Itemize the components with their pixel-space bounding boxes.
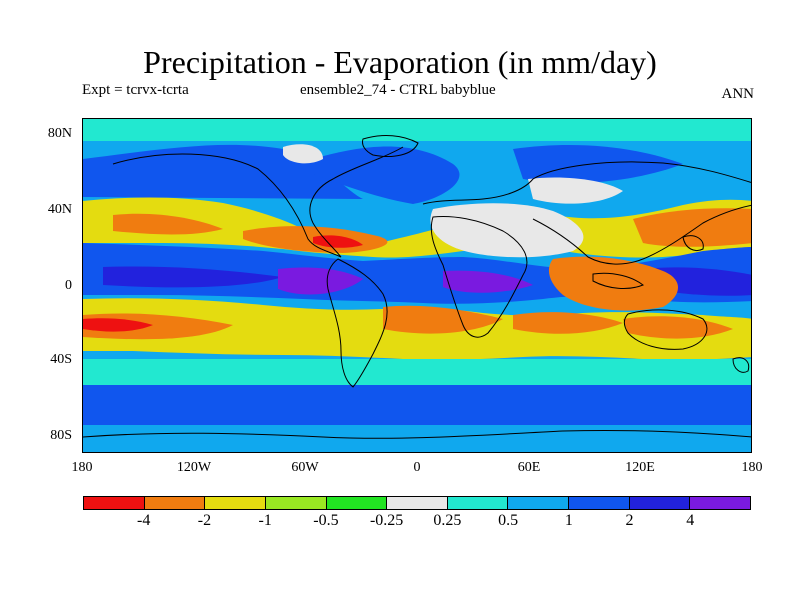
legend-color-box <box>84 497 145 509</box>
south-america-coast <box>326 258 388 388</box>
antarctic-band <box>83 425 751 452</box>
lat-tick-40n: 40N <box>47 202 72 217</box>
legend-label: -0.5 <box>313 512 339 529</box>
australia-coast <box>623 309 708 350</box>
legend-color-box <box>265 497 327 509</box>
pacific-itcz-core <box>103 266 283 288</box>
antarctica-coast <box>83 429 751 439</box>
north-america-coast <box>112 146 404 258</box>
south-indian-dry-core <box>513 312 623 334</box>
indonesia-coast <box>592 272 644 289</box>
lon-tick-60w: 60W <box>291 460 319 475</box>
legend-label: 0.5 <box>498 512 519 529</box>
legend-color-box <box>690 497 751 509</box>
legend-label: -4 <box>137 512 151 529</box>
lon-tick-60e: 60E <box>517 460 541 475</box>
new-zealand-coast <box>732 357 750 373</box>
indian-ocean-wet-core <box>443 270 533 293</box>
legend-label: 2 <box>625 512 634 529</box>
chart-title: Precipitation - Evaporation (in mm/day) <box>143 44 657 80</box>
nh-subtropical-dry-band <box>83 197 751 258</box>
legend-color-box <box>205 497 266 509</box>
precip-minus-evap-map <box>83 119 751 452</box>
north-pacific-dry-core <box>113 213 223 235</box>
season-label: ANN <box>721 86 755 102</box>
color-legend-bar <box>83 496 751 510</box>
legend-label: 1 <box>564 512 573 529</box>
legend-label: -1 <box>258 512 272 529</box>
maritime-continent-dry <box>548 256 678 311</box>
legend-color-box <box>569 497 630 509</box>
africa-coast <box>430 216 528 338</box>
north-atlantic-storm-track <box>313 146 460 204</box>
lat-tick-40s: 40S <box>50 352 72 367</box>
lat-tick-80s: 80S <box>50 428 72 443</box>
lon-tick-120w: 120W <box>176 460 212 475</box>
sh-storm-track <box>83 385 751 425</box>
legend-label: -0.25 <box>369 512 404 529</box>
legend-label: 4 <box>686 512 695 529</box>
coastlines <box>83 135 751 439</box>
lon-tick-180-right: 180 <box>741 460 763 475</box>
legend-color-box <box>144 497 206 509</box>
nw-pacific-dry-core <box>633 208 751 247</box>
japan-coast <box>682 235 704 251</box>
lat-tick-80n: 80N <box>47 126 72 141</box>
lon-tick-120e: 120E <box>625 460 655 475</box>
legend-color-box <box>387 497 448 509</box>
experiment-label: Expt = tcrvx-tcrta <box>82 82 189 98</box>
central-asia-neutral <box>528 177 623 204</box>
legend-label: -2 <box>197 512 212 529</box>
sahara-arabia-neutral <box>430 203 584 258</box>
asia-south-coast <box>532 204 751 265</box>
ensemble-label: ensemble2_74 - CTRL babyblue <box>300 82 496 98</box>
legend-color-box <box>629 497 691 509</box>
se-pacific-red-core <box>83 318 153 332</box>
map-panel <box>82 118 752 453</box>
lon-tick-0: 0 <box>413 460 421 475</box>
south-atlantic-dry-core <box>383 305 503 334</box>
legend-color-box <box>447 497 509 509</box>
legend-color-box <box>326 497 388 509</box>
amazon-wet-core <box>278 267 363 295</box>
legend-color-box <box>508 497 570 509</box>
arctic-band <box>83 119 751 141</box>
greenland-coast <box>362 135 419 157</box>
lon-tick-180-left: 180 <box>71 460 93 475</box>
gulf-mexico-red-core <box>313 235 363 248</box>
legend-label: 0.25 <box>433 512 462 529</box>
siberia-wet-region <box>513 144 683 184</box>
sh-midlat-transition <box>83 359 751 385</box>
north-america-neutral <box>283 144 323 164</box>
lat-tick-0: 0 <box>65 278 72 293</box>
eurasia-north-coast <box>422 161 751 205</box>
